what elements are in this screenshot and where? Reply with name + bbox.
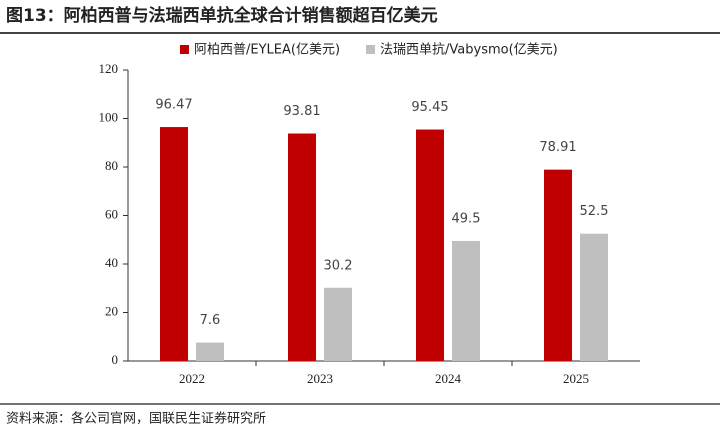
bar bbox=[580, 233, 608, 361]
y-tick-label: 20 bbox=[105, 303, 118, 318]
y-tick-label: 60 bbox=[105, 206, 118, 221]
bar bbox=[160, 127, 188, 362]
source: 资料来源：各公司官网，国联民生证券研究所 bbox=[6, 411, 266, 427]
y-tick-label: 0 bbox=[112, 352, 119, 367]
bar bbox=[324, 287, 352, 361]
value-label: 95.45 bbox=[411, 100, 448, 115]
bar bbox=[416, 129, 444, 361]
bar bbox=[452, 240, 480, 361]
x-tick-label: 2024 bbox=[435, 371, 462, 386]
value-label: 52.5 bbox=[580, 204, 609, 219]
legend-label: 阿柏西普/EYLEA(亿美元) bbox=[194, 43, 340, 58]
legend-swatch bbox=[366, 45, 376, 54]
y-tick-label: 80 bbox=[105, 158, 118, 173]
value-label: 30.2 bbox=[324, 258, 353, 273]
y-tick-label: 120 bbox=[99, 61, 119, 76]
x-tick-label: 2023 bbox=[307, 371, 333, 386]
chart-title: 图13：阿柏西普与法瑞西单抗全球合计销售额超百亿美元 bbox=[6, 5, 438, 26]
bar bbox=[288, 133, 316, 361]
value-label: 49.5 bbox=[452, 211, 481, 226]
legend-swatch bbox=[180, 45, 189, 54]
y-tick-label: 100 bbox=[99, 109, 119, 124]
value-label: 93.81 bbox=[283, 104, 320, 119]
value-label: 78.91 bbox=[539, 140, 576, 155]
bar bbox=[544, 169, 572, 361]
value-label: 96.47 bbox=[155, 98, 192, 113]
bar bbox=[196, 342, 224, 361]
y-tick-label: 40 bbox=[105, 255, 118, 270]
x-tick-label: 2022 bbox=[179, 371, 205, 386]
legend-label: 法瑞西单抗/Vabysmo(亿美元) bbox=[380, 43, 558, 58]
x-tick-label: 2025 bbox=[563, 371, 589, 386]
value-label: 7.6 bbox=[200, 313, 221, 328]
